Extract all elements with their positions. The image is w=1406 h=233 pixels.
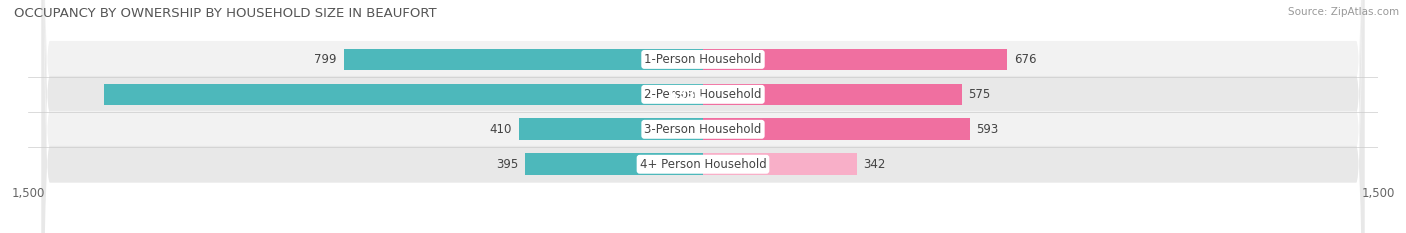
Text: 2-Person Household: 2-Person Household [644, 88, 762, 101]
FancyBboxPatch shape [42, 0, 1364, 233]
Text: 342: 342 [863, 158, 886, 171]
Bar [519, 118, 703, 140]
FancyBboxPatch shape [42, 0, 1364, 233]
Bar [703, 154, 856, 175]
Text: 410: 410 [489, 123, 512, 136]
Text: 575: 575 [969, 88, 991, 101]
FancyBboxPatch shape [42, 0, 1364, 233]
Bar [343, 49, 703, 70]
Text: 1-Person Household: 1-Person Household [644, 53, 762, 66]
Text: 676: 676 [1014, 53, 1036, 66]
FancyBboxPatch shape [42, 0, 1364, 233]
Text: 395: 395 [496, 158, 519, 171]
Bar [703, 118, 970, 140]
Bar [703, 49, 1007, 70]
Text: OCCUPANCY BY OWNERSHIP BY HOUSEHOLD SIZE IN BEAUFORT: OCCUPANCY BY OWNERSHIP BY HOUSEHOLD SIZE… [14, 7, 437, 20]
Text: 799: 799 [315, 53, 337, 66]
Bar [104, 84, 703, 105]
Text: 4+ Person Household: 4+ Person Household [640, 158, 766, 171]
Text: 593: 593 [977, 123, 998, 136]
Bar [526, 154, 703, 175]
Text: 3-Person Household: 3-Person Household [644, 123, 762, 136]
Bar [703, 84, 962, 105]
Text: Source: ZipAtlas.com: Source: ZipAtlas.com [1288, 7, 1399, 17]
Text: 1,331: 1,331 [666, 88, 704, 101]
